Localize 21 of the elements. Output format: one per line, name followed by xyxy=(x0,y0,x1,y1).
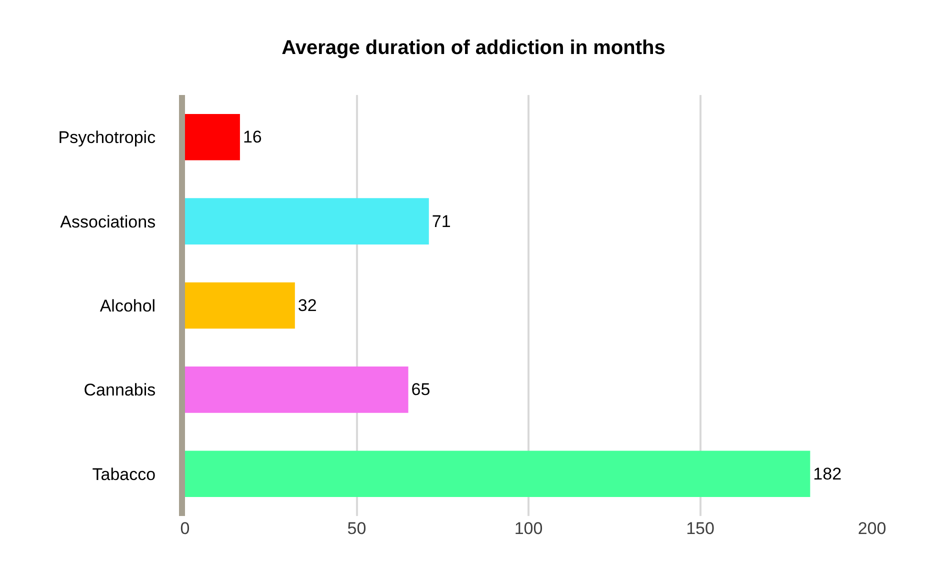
bar xyxy=(185,198,429,244)
bar xyxy=(185,366,408,413)
y-tick-label: Psychotropic xyxy=(58,128,156,148)
x-tick-label: 150 xyxy=(686,519,714,538)
y-tick-label: Alcohol xyxy=(100,296,156,316)
y-tick-label: Tabacco xyxy=(92,464,156,484)
y-tick-label: Associations xyxy=(60,212,156,232)
chart-title: Average duration of addiction in months xyxy=(282,36,666,59)
bar xyxy=(185,114,240,160)
x-tick-label: 100 xyxy=(514,519,543,538)
data-label: 182 xyxy=(813,464,842,484)
data-label: 71 xyxy=(432,212,451,231)
data-label: 65 xyxy=(411,380,430,400)
x-tick-label: 50 xyxy=(347,519,366,538)
x-tick-label: 0 xyxy=(180,519,190,538)
x-tick-label: 200 xyxy=(858,519,886,538)
bar xyxy=(185,450,810,498)
bar xyxy=(185,282,295,329)
y-tick-label: Cannabis xyxy=(84,380,156,400)
data-label: 16 xyxy=(242,128,262,147)
data-label: 32 xyxy=(298,296,317,316)
